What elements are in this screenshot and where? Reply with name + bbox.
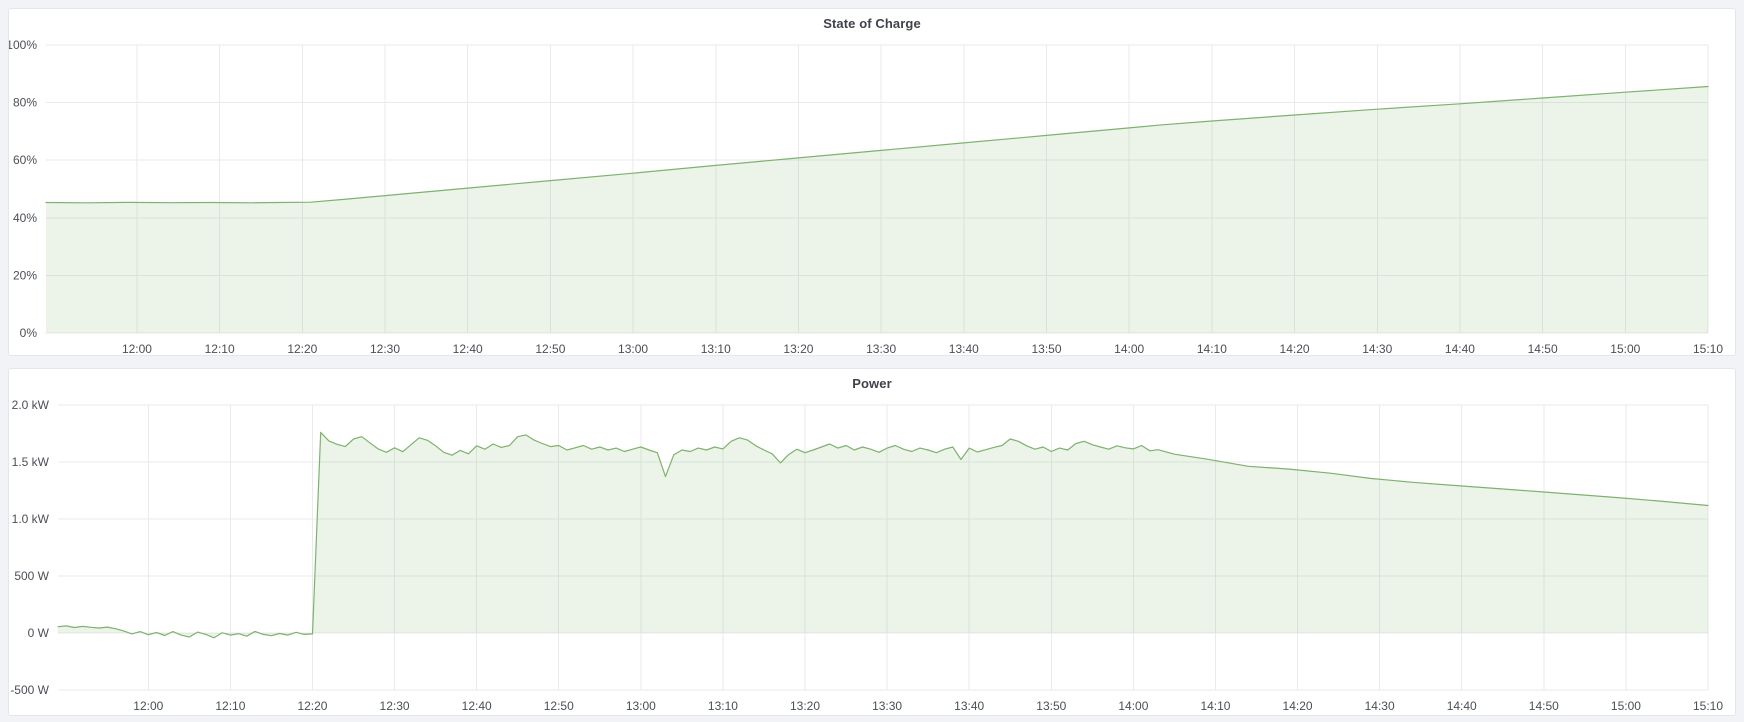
x-tick-label: 13:00 bbox=[626, 699, 656, 713]
x-tick-label: 15:10 bbox=[1693, 699, 1723, 713]
x-tick-label: 12:00 bbox=[122, 342, 152, 355]
y-tick-label: 60% bbox=[13, 153, 37, 167]
x-tick-label: 12:30 bbox=[380, 699, 410, 713]
panel-title-state-of-charge: State of Charge bbox=[823, 15, 921, 31]
x-tick-label: 14:00 bbox=[1118, 699, 1148, 713]
x-tick-label: 13:40 bbox=[949, 342, 979, 355]
x-tick-label: 14:50 bbox=[1528, 342, 1558, 355]
x-tick-label: 13:50 bbox=[1031, 342, 1061, 355]
x-tick-label: 13:30 bbox=[872, 699, 902, 713]
x-tick-label: 13:20 bbox=[783, 342, 813, 355]
x-tick-label: 14:30 bbox=[1365, 699, 1395, 713]
x-tick-label: 15:00 bbox=[1611, 699, 1641, 713]
x-tick-label: 13:10 bbox=[701, 342, 731, 355]
x-tick-label: 12:40 bbox=[462, 699, 492, 713]
x-tick-label: 12:50 bbox=[544, 699, 574, 713]
x-tick-label: 14:20 bbox=[1283, 699, 1313, 713]
y-tick-label: -500 W bbox=[10, 683, 49, 697]
x-tick-label: 12:50 bbox=[535, 342, 565, 355]
y-tick-label: 1.0 kW bbox=[12, 512, 50, 526]
x-tick-label: 13:50 bbox=[1036, 699, 1066, 713]
panel-header-state-of-charge[interactable]: State of Charge bbox=[9, 9, 1735, 37]
x-tick-label: 14:10 bbox=[1197, 342, 1227, 355]
x-tick-label: 13:30 bbox=[866, 342, 896, 355]
y-tick-label: 500 W bbox=[14, 569, 49, 583]
x-tick-label: 13:20 bbox=[790, 699, 820, 713]
x-tick-label: 12:10 bbox=[215, 699, 245, 713]
y-tick-label: 20% bbox=[13, 268, 37, 282]
panel-title-power: Power bbox=[852, 375, 892, 391]
x-tick-label: 15:10 bbox=[1693, 342, 1723, 355]
panel-state-of-charge: State of Charge 0% 20% 40% 60% 80% 100% 12:00 1… bbox=[8, 8, 1736, 356]
x-tick-label: 12:20 bbox=[287, 342, 317, 355]
x-tick-label: 14:20 bbox=[1280, 342, 1310, 355]
x-tick-label: 14:40 bbox=[1445, 342, 1475, 355]
x-tick-label: 13:00 bbox=[618, 342, 648, 355]
x-tick-label: 12:30 bbox=[370, 342, 400, 355]
x-tick-label: 14:00 bbox=[1114, 342, 1144, 355]
y-tick-label: 2.0 kW bbox=[12, 398, 50, 412]
state-of-charge-chart[interactable]: 0% 20% 40% 60% 80% 100% 12:00 12:10 12:20 12:30 12… bbox=[9, 9, 1735, 355]
x-tick-label: 13:10 bbox=[708, 699, 738, 713]
y-tick-label: 80% bbox=[13, 96, 37, 110]
y-tick-label: 0% bbox=[20, 326, 38, 340]
x-tick-label: 14:50 bbox=[1529, 699, 1559, 713]
x-tick-label: 15:00 bbox=[1610, 342, 1640, 355]
x-tick-label: 14:40 bbox=[1447, 699, 1477, 713]
y-tick-label: 1.5 kW bbox=[12, 455, 50, 469]
x-tick-label: 12:20 bbox=[297, 699, 327, 713]
y-tick-label: 40% bbox=[13, 211, 37, 225]
x-tick-label: 12:00 bbox=[133, 699, 163, 713]
power-chart[interactable]: -500 W 0 W 500 W 1.0 kW 1.5 kW 2.0 kW 12:00 12:… bbox=[9, 369, 1735, 715]
panel-header-power[interactable]: Power bbox=[9, 369, 1735, 397]
x-tick-label: 12:10 bbox=[205, 342, 235, 355]
y-tick-label: 0 W bbox=[28, 626, 50, 640]
x-tick-label: 14:10 bbox=[1200, 699, 1230, 713]
x-tick-label: 14:30 bbox=[1362, 342, 1392, 355]
y-tick-label: 100% bbox=[9, 38, 37, 52]
panel-power: Power -500 W 0 W 500 W 1.0 kW 1.5 kW 2.0 kW 12… bbox=[8, 368, 1736, 716]
x-tick-label: 12:40 bbox=[453, 342, 483, 355]
x-tick-label: 13:40 bbox=[954, 699, 984, 713]
